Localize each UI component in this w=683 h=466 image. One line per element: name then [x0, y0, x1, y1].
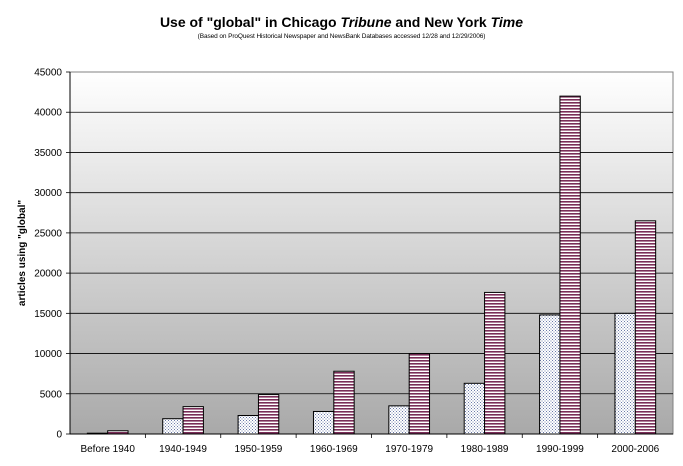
- x-tick-label: 2000-2006: [611, 444, 659, 455]
- y-tick-label: 5000: [40, 389, 63, 400]
- x-tick-label: 1970-1979: [385, 444, 433, 455]
- y-tick-label: 30000: [34, 188, 62, 199]
- bar-series-2: [333, 370, 355, 435]
- x-tick-label: 1990-1999: [536, 444, 584, 455]
- x-tick-label: 1950-1959: [235, 444, 283, 455]
- y-tick-label: 0: [56, 430, 62, 441]
- x-tick-label: 1940-1949: [159, 444, 207, 455]
- bar-series-2: [182, 406, 204, 435]
- y-axis: 0 5000 10000 15000 20000 25000 30000 35000 40000…: [34, 68, 71, 441]
- bar-series-2: [408, 353, 431, 435]
- bar-series-1: [539, 314, 561, 435]
- bar-series-1: [463, 382, 486, 435]
- bar-series-1: [614, 312, 636, 435]
- x-tick-label: 1960-1969: [310, 444, 358, 455]
- y-tick-label: 35000: [34, 148, 62, 159]
- bar-series-1: [312, 410, 335, 435]
- bar-series-1: [162, 418, 184, 435]
- y-tick-label: 20000: [34, 269, 62, 280]
- chart-title: Use of "global" in Chicago Tribune and N…: [159, 14, 524, 30]
- y-tick-label: 25000: [34, 228, 62, 239]
- y-axis-label: articles using "global": [17, 200, 28, 306]
- bar-series-1: [237, 414, 259, 435]
- bar-series-2: [484, 291, 506, 435]
- plot-area: [69, 71, 674, 435]
- x-axis: Before 1940 1940-1949 1950-1959 1960-1969 19…: [70, 433, 673, 455]
- bars: [86, 95, 657, 435]
- x-tick-label: 1980-1989: [461, 444, 509, 455]
- y-tick-label: 10000: [34, 349, 62, 360]
- bar-series-2: [559, 95, 581, 435]
- x-tick-label: Before 1940: [80, 444, 135, 455]
- bar-series-2: [257, 394, 280, 435]
- bar-series-2: [634, 220, 657, 435]
- y-tick-label: 15000: [34, 309, 62, 320]
- y-tick-label: 40000: [34, 108, 62, 119]
- chart-subtitle: (Based on ProQuest Historical Newspaper …: [197, 33, 486, 40]
- y-tick-label: 45000: [34, 68, 62, 79]
- bar-series-1: [388, 405, 410, 435]
